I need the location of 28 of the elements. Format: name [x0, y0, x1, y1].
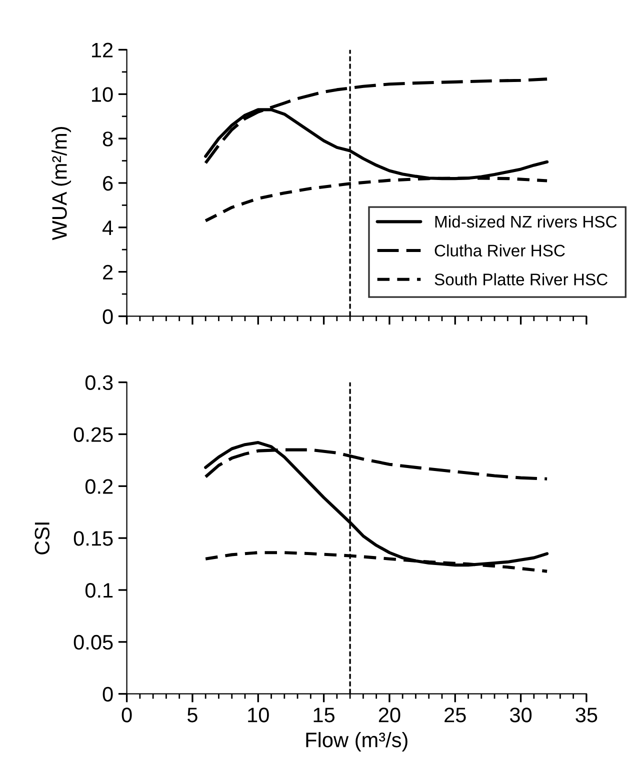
y-tick-label: 0.2	[85, 479, 113, 494]
x-tick-label: 20	[378, 708, 400, 722]
x-tick-label: 5	[188, 708, 198, 722]
y-tick-label: 0.3	[85, 375, 113, 390]
x-axis-title: Flow (m³/s)	[306, 732, 408, 752]
y-tick-label: 0	[102, 309, 113, 324]
x-tick-label: 30	[510, 708, 532, 722]
legend-label: Clutha River HSC	[434, 244, 565, 257]
legend-label: South Platte River HSC	[434, 273, 608, 286]
y-axis-title: CSI	[34, 522, 50, 554]
y-tick-label: 0.25	[74, 427, 113, 442]
y-tick-label: 10	[92, 87, 113, 102]
x-tick-label: 35	[576, 708, 598, 722]
y-tick-label: 4	[102, 220, 113, 235]
y-tick-label: 0.15	[74, 531, 113, 546]
y-tick-label: 8	[102, 132, 113, 146]
x-tick-label: 15	[314, 708, 335, 722]
y-tick-label: 2	[103, 264, 113, 280]
x-tick-label: 25	[444, 708, 466, 722]
y-tick-label: 0.05	[74, 634, 113, 650]
y-axis-title: WUA (m²/m)	[52, 126, 71, 240]
y-tick-label: 0	[102, 686, 113, 702]
x-tick-label: 10	[248, 708, 269, 722]
y-tick-label: 0.1	[85, 583, 113, 598]
y-tick-label: 6	[103, 176, 113, 191]
legend-label: Mid-sized NZ rivers HSC	[435, 215, 617, 228]
y-tick-label: 12	[92, 42, 113, 58]
x-tick-label: 0	[122, 708, 132, 722]
